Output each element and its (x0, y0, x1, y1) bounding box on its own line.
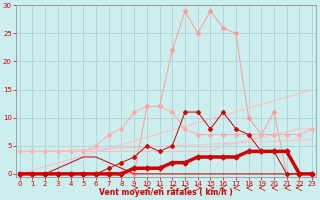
X-axis label: Vent moyen/en rafales ( km/h ): Vent moyen/en rafales ( km/h ) (99, 188, 233, 197)
